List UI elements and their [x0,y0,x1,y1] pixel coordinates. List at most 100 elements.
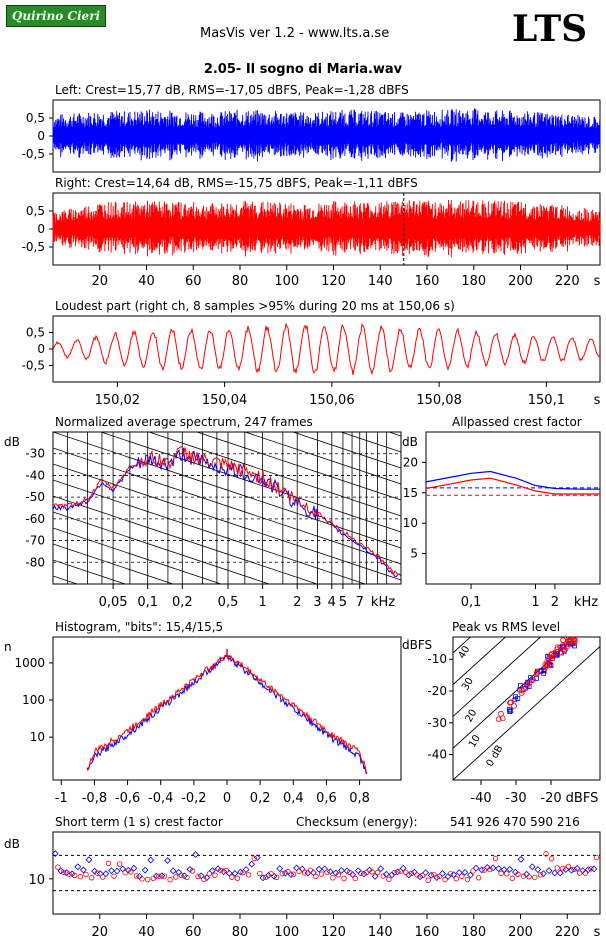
crest1s-point-right [257,870,263,877]
time-tick-label: 180 [461,274,486,289]
crest1s-point-left [74,863,82,871]
crest1s-point-left [371,872,379,880]
histogram-xtick-label: 0,2 [250,791,271,806]
crest1s-point-left [124,866,132,874]
loudest-ytick-label: -0,5 [22,359,45,373]
crest1s-xtick-label: 180 [461,925,486,940]
time-tick-label: 80 [232,274,249,289]
peakrms-point-left [541,668,547,674]
loudest-xtick-label: 150,1 [528,393,565,408]
crest1s-point-left [584,866,592,874]
crest1s-point-right [55,864,61,870]
allpass-unit: kHz [574,595,598,610]
crest1s-point-right [380,873,387,879]
loudest-xtick-label: 150,06 [309,393,355,408]
histogram-xtick-label: 0 [223,791,231,806]
crest1s-point-right [88,875,95,881]
spectrum-ytick-label: -80 [25,555,45,569]
peakrms-point-right [548,651,555,657]
crest1s-point-left [455,869,463,877]
crest1s-point-left [450,871,458,878]
peakrms-diagonals [453,637,600,780]
spectrum-xtick-label: 3 [313,595,321,610]
peakrms-point-right [526,679,533,686]
crest1s-point-right [290,871,297,877]
peakrms-ytick-label: -10 [427,652,447,666]
crest1s-point-right [234,875,241,881]
crest1s-point-right [313,873,319,880]
spectrum-xtick-label: 0,1 [137,595,158,610]
spectrum-frame [52,431,402,585]
peakrms-point-right [560,643,567,649]
crest1s-point-right [330,875,336,881]
peakrms-ylabel: dBFS [402,638,432,652]
crest1s-point-left [528,863,536,871]
crest1s-point-right [369,869,375,875]
crest1s-point-left [175,869,183,876]
peakrms-ytick-label: -20 [427,684,447,698]
crest1s-point-right [548,855,555,862]
checksum-label: Checksum (energy): [296,815,418,829]
crest1s-point-right [498,870,504,877]
crest1s-point-left [551,869,559,877]
crest1s-point-left [108,867,115,875]
histogram-xtick-label: -0,6 [115,791,140,806]
crest1s-point-left [51,850,59,858]
crest1s-point-right [554,865,560,871]
peakrms-point-right [548,652,554,659]
spectrum-slope [99,432,401,533]
peakrms-diagonal [453,637,577,749]
histogram-ylabel: n [4,640,12,654]
checksum-value: 541 926 470 590 216 [450,815,580,829]
spectrum-slope [53,432,401,549]
crest1s-point-right [77,874,84,880]
crest1s-xtick-label: 60 [185,925,202,940]
crest1s-point-left [461,869,469,876]
time-tick-label: 20 [91,274,108,289]
time-unit-label: s [594,274,601,289]
left-channel-wave [52,108,601,162]
crest1s-point-right [341,875,347,882]
crest1s-ytick-label: 10 [28,873,45,888]
histogram-series-right [86,655,368,774]
spectrum-xtick-label: 1 [258,595,266,610]
peakrms-diagonal [453,637,542,718]
crest1s-point-right [414,872,420,878]
peakrms-point-right [549,655,556,661]
histogram-ytick-label: 100 [22,693,45,707]
crest1s-point-left [478,866,486,874]
crest1s-point-left [85,856,93,864]
peakrms-point-left [515,695,521,701]
spectrum-xtick-label: 7 [356,595,364,610]
crest1s-point-left [349,871,357,878]
crest1s-ylabel: dB [4,837,20,851]
crest1s-point-right [403,869,409,875]
crest1s-xtick-label: 120 [321,925,346,940]
crest1s-point-left [354,867,362,875]
crest1s-point-right [144,876,151,883]
crest1s-point-left [276,865,284,872]
crest1s-point-right [201,876,207,883]
crest1s-point-right [509,875,516,882]
histogram-ytick-label: 1000 [14,656,45,670]
crest1s-point-right [560,865,566,872]
crest1s-point-right [419,872,426,879]
crest1s-point-right [66,871,72,877]
crest1s-point-right [189,868,196,874]
spectrum-slope [53,543,175,584]
crest1s-point-right [324,869,330,875]
crest1s-xtick-label: 40 [138,925,155,940]
crest1s-point-left [220,868,228,876]
left-channel-title: Left: Crest=15,77 dB, RMS=-17,05 dBFS, P… [55,83,409,97]
allpass-ytick-label: 10 [403,516,418,530]
crest1s-point-right [83,871,89,878]
allpass-series-left [425,470,600,490]
crest1s-point-left [439,870,446,877]
crest1s-point-left [293,864,300,872]
histogram-frame [52,636,402,781]
time-tick-label: 200 [508,274,533,289]
crest1s-point-left [332,869,340,877]
crest1s-point-right [318,871,325,877]
crest1s-point-right [374,869,381,876]
